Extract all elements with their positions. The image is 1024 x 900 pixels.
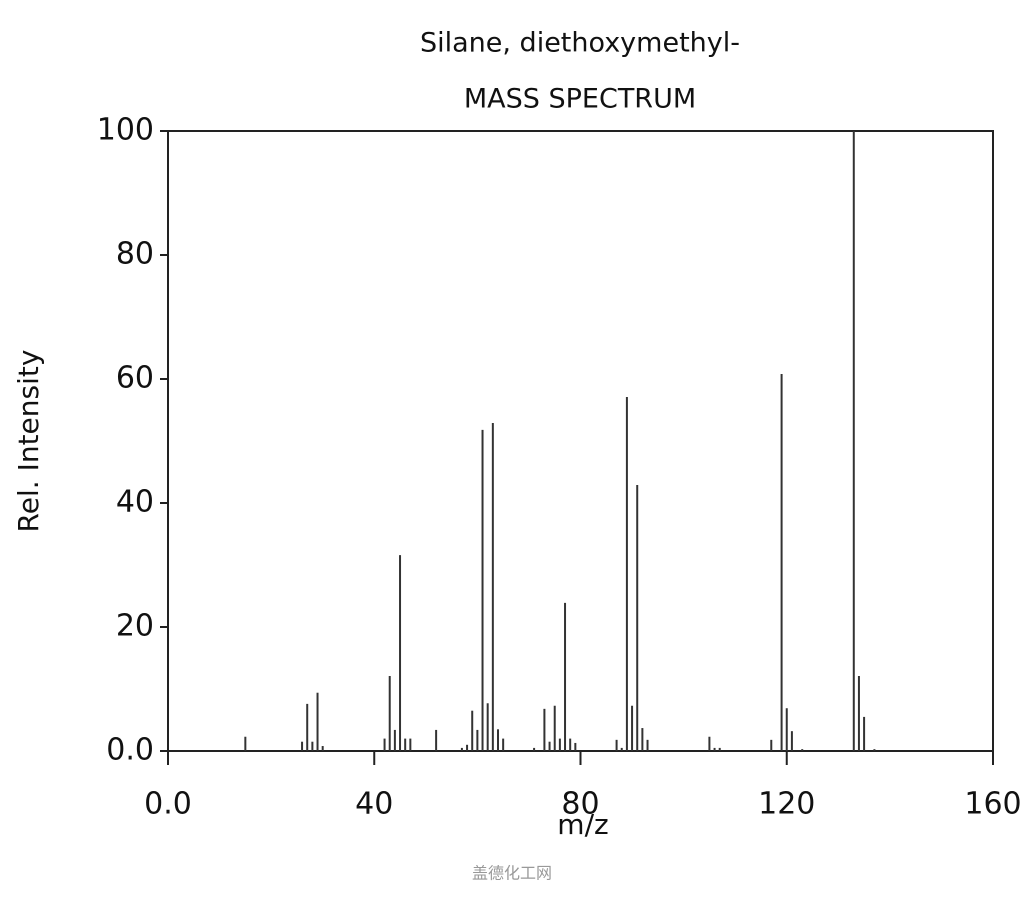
x-tick-label: 40 [355,787,393,822]
x-tick-label: 80 [561,787,599,822]
y-tick-label: 40 [116,485,154,520]
x-tick-label: 120 [758,787,815,822]
x-tick-label: 0.0 [144,787,192,822]
plot-frame [167,130,994,752]
watermark: 盖德化工网 [472,864,552,883]
y-tick-label: 20 [116,609,154,644]
x-tick-label: 160 [964,787,1021,822]
y-axis-label: Rel. Intensity [12,350,45,533]
chart-title: Silane, diethoxymethyl- [420,28,740,59]
y-tick-label: 0.0 [106,733,154,768]
chart-subtitle: MASS SPECTRUM [464,84,696,115]
x-axis-label: m/z [557,808,608,841]
y-tick-label: 80 [116,237,154,272]
y-tick-label: 60 [116,361,154,396]
y-tick-label: 100 [97,113,154,148]
